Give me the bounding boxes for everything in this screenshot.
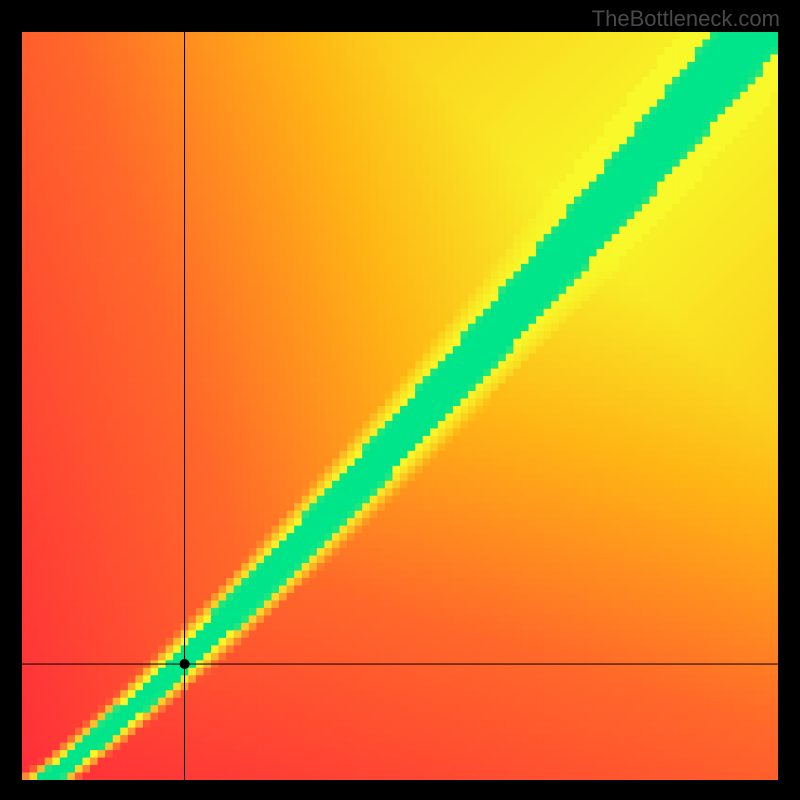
chart-container: TheBottleneck.com (0, 0, 800, 800)
heatmap-plot (22, 32, 778, 780)
heatmap-canvas (22, 32, 778, 780)
watermark-text: TheBottleneck.com (592, 6, 780, 32)
